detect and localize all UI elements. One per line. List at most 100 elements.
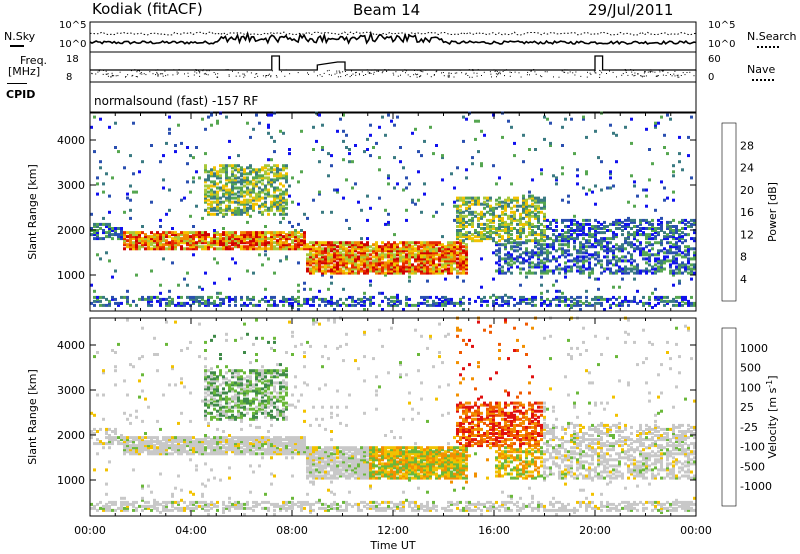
heatmap-cell (192, 492, 195, 496)
heatmap-cell (597, 225, 600, 228)
heatmap-cell (477, 233, 480, 237)
heatmap-cell (612, 233, 615, 237)
heatmap-cell (231, 233, 234, 237)
heatmap-cell (231, 247, 234, 251)
heatmap-cell (186, 450, 189, 454)
heatmap-cell (96, 502, 99, 506)
heatmap-cell (447, 241, 450, 245)
heatmap-cell (333, 245, 336, 249)
nave-point (627, 74, 629, 76)
heatmap-cell (576, 303, 579, 307)
heatmap-cell (114, 508, 117, 512)
heatmap-cell (507, 222, 510, 226)
heatmap-cell (465, 117, 468, 121)
heatmap-cell (387, 303, 390, 307)
heatmap-cell (420, 210, 423, 214)
heatmap-cell (150, 508, 153, 512)
heatmap-cell (258, 204, 261, 208)
heatmap-cell (408, 251, 411, 255)
nave-point (481, 75, 482, 76)
heatmap-cell (678, 267, 681, 271)
heatmap-cell (474, 202, 477, 206)
heatmap-cell (456, 265, 459, 269)
heatmap-cell (474, 198, 477, 202)
heatmap-cell (330, 210, 333, 214)
heatmap-cell (153, 336, 156, 340)
heatmap-cell (459, 303, 462, 307)
heatmap-cell (180, 508, 183, 512)
heatmap-cell (228, 164, 231, 168)
heatmap-cell (606, 229, 609, 232)
heatmap-cell (105, 432, 108, 435)
heatmap-cell (579, 222, 582, 226)
heatmap-cell (543, 243, 546, 247)
heatmap-cell (210, 452, 213, 456)
heatmap-cell (381, 263, 384, 267)
heatmap-cell (582, 186, 585, 190)
nave-point (107, 73, 109, 75)
heatmap-cell (177, 123, 180, 127)
heatmap-cell (318, 247, 321, 251)
heatmap-cell (645, 218, 648, 222)
heatmap-cell (447, 245, 450, 249)
heatmap-cell (561, 218, 564, 222)
heatmap-cell (273, 204, 276, 208)
heatmap-cell (603, 239, 606, 243)
heatmap-cell (417, 247, 420, 251)
heatmap-cell (408, 271, 411, 275)
heatmap-cell (210, 212, 213, 216)
freq-label: Freq. (20, 54, 48, 67)
heatmap-cell (459, 267, 462, 271)
heatmap-cell (666, 301, 669, 305)
heatmap-cell (147, 243, 150, 247)
heatmap-cell (438, 241, 441, 245)
heatmap-cell (660, 265, 663, 269)
heatmap-cell (213, 452, 216, 456)
heatmap-cell (519, 233, 522, 237)
heatmap-cell (225, 172, 228, 176)
heatmap-cell (393, 255, 396, 259)
heatmap-cell (396, 303, 399, 307)
heatmap-cell (129, 421, 132, 425)
heatmap-cell (645, 257, 648, 261)
heatmap-cell (243, 200, 246, 204)
heatmap-cell (633, 295, 636, 299)
heatmap-cell (648, 269, 651, 273)
heatmap-cell (417, 198, 420, 202)
heatmap-cell (537, 220, 540, 224)
heatmap-cell (396, 293, 399, 297)
heatmap-cell (222, 440, 225, 444)
heatmap-cell (267, 257, 270, 261)
heatmap-cell (672, 255, 675, 259)
heatmap-cell (639, 299, 642, 303)
heatmap-cell (126, 299, 129, 303)
heatmap-cell (690, 115, 693, 119)
heatmap-cell (267, 131, 270, 135)
heatmap-cell (666, 152, 669, 156)
heatmap-cell (183, 436, 186, 440)
nave-point (544, 71, 546, 73)
heatmap-cell (363, 291, 366, 295)
heatmap-cell (516, 229, 519, 232)
nave-point (600, 70, 602, 72)
heatmap-cell (225, 332, 228, 336)
nave-point (684, 74, 686, 76)
heatmap-cell (600, 160, 603, 164)
heatmap-cell (378, 261, 381, 265)
heatmap-cell (681, 271, 684, 275)
heatmap-cell (447, 267, 450, 271)
nave-point (659, 71, 661, 73)
heatmap-cell (93, 237, 96, 241)
heatmap-cell (609, 176, 612, 180)
heatmap-cell (651, 218, 654, 222)
heatmap-cell (327, 265, 330, 269)
heatmap-cell (369, 133, 372, 137)
heatmap-cell (204, 417, 207, 421)
heatmap-cell (192, 253, 195, 257)
heatmap-cell (330, 301, 333, 305)
heatmap-cell (228, 508, 231, 512)
heatmap-cell (321, 251, 324, 255)
heatmap-cell (513, 198, 516, 202)
heatmap-cell (357, 265, 360, 269)
heatmap-cell (621, 271, 624, 275)
